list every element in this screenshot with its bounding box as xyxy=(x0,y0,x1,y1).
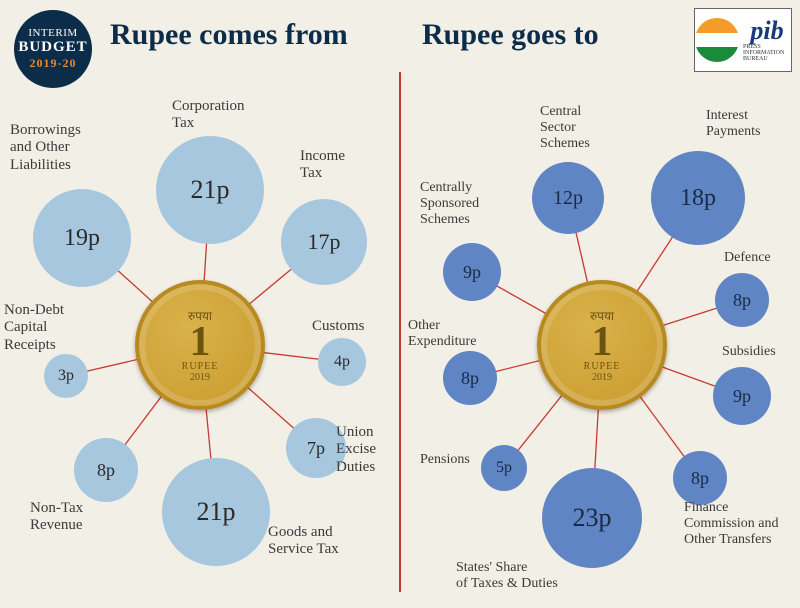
bubble-corp-tax: 21p xyxy=(156,136,264,244)
bubble-css: 9p xyxy=(443,243,501,301)
flag-green xyxy=(695,47,739,62)
label-nontax-rev: Non-TaxRevenue xyxy=(30,500,130,535)
badge-line3: 2019-20 xyxy=(30,56,77,71)
coin-year: 2019 xyxy=(592,372,612,383)
panel-rupee-comes-from: रुपया 1 RUPEE 2019 19p Borrowingsand Othe… xyxy=(0,80,400,600)
bubble-defence: 8p xyxy=(715,273,769,327)
label-pensions: Pensions xyxy=(420,452,500,468)
pib-logo: pib PRESS INFORMATION BUREAU xyxy=(694,8,792,72)
coin-right: रुपया 1 RUPEE 2019 xyxy=(537,280,667,410)
coin-year: 2019 xyxy=(190,372,210,383)
coin-one: 1 xyxy=(190,324,211,362)
label-customs: Customs xyxy=(312,318,402,335)
label-defence: Defence xyxy=(724,250,800,266)
bubble-interest: 18p xyxy=(651,151,745,245)
label-nondebt-cap: Non-DebtCapitalReceipts xyxy=(4,302,104,354)
label-income-tax: IncomeTax xyxy=(300,148,400,183)
label-other-exp: OtherExpenditure xyxy=(408,318,508,350)
label-interest: InterestPayments xyxy=(706,108,800,140)
budget-badge: INTERIM BUDGET 2019-20 xyxy=(14,10,92,88)
bubble-nondebt-cap: 3p xyxy=(44,354,88,398)
bubble-other-exp: 8p xyxy=(443,351,497,405)
india-flag-icon xyxy=(695,18,739,62)
label-fin-comm: FinanceCommission andOther Transfers xyxy=(684,500,800,548)
panel-rupee-goes-to: रुपया 1 RUPEE 2019 9p CentrallySponsoredS… xyxy=(400,80,800,600)
bubble-central-sch: 12p xyxy=(532,162,604,234)
badge-line1: INTERIM xyxy=(28,27,77,39)
label-css: CentrallySponsoredSchemes xyxy=(420,180,530,228)
flag-saffron xyxy=(695,18,739,33)
pib-word: pib xyxy=(750,18,783,44)
label-gst: Goods andService Tax xyxy=(268,524,398,559)
title-right: Rupee goes to xyxy=(422,18,599,52)
bubble-fin-comm: 8p xyxy=(673,451,727,505)
bubble-subsidies: 9p xyxy=(713,367,771,425)
flag-white xyxy=(695,33,739,48)
coin-one: 1 xyxy=(592,324,613,362)
bubble-states-share: 23p xyxy=(542,468,642,568)
bubble-income-tax: 17p xyxy=(281,199,367,285)
badge-line2: BUDGET xyxy=(18,39,87,56)
title-left: Rupee comes from xyxy=(110,18,348,52)
label-central-sch: CentralSectorSchemes xyxy=(540,104,650,152)
pib-sub: PRESS INFORMATION BUREAU xyxy=(743,44,791,62)
label-subsidies: Subsidies xyxy=(722,344,800,360)
bubble-customs: 4p xyxy=(318,338,366,386)
bubble-nontax-rev: 8p xyxy=(74,438,138,502)
coin-rupee: RUPEE xyxy=(182,361,219,372)
label-states-share: States' Shareof Taxes & Duties xyxy=(456,560,636,592)
infographic-canvas: INTERIM BUDGET 2019-20 Rupee comes from … xyxy=(0,0,800,608)
pib-text: pib PRESS INFORMATION BUREAU xyxy=(743,18,791,62)
bubble-borrowings: 19p xyxy=(33,189,131,287)
coin-rupee: RUPEE xyxy=(584,361,621,372)
bubble-gst: 21p xyxy=(162,458,270,566)
label-borrowings: Borrowingsand OtherLiabilities xyxy=(10,122,130,174)
label-corp-tax: CorporationTax xyxy=(172,98,292,133)
coin-left: रुपया 1 RUPEE 2019 xyxy=(135,280,265,410)
